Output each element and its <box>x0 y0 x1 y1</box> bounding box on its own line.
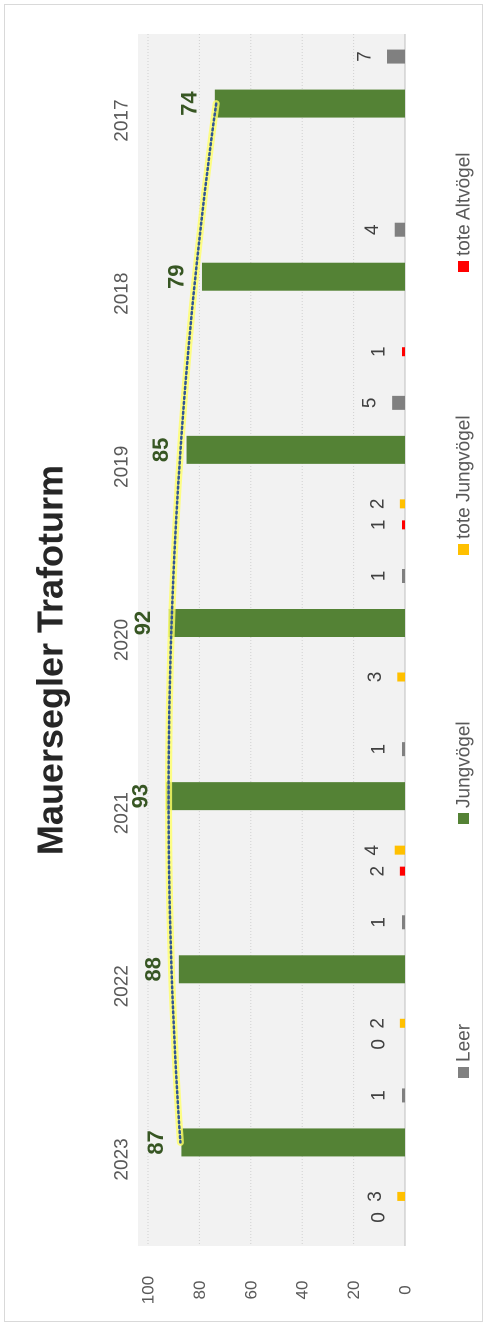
bar <box>402 569 405 583</box>
category-label: 2023 <box>112 1138 133 1180</box>
legend: Leer Jungvögel tote Jungvögel tote Altvögel <box>454 152 475 1078</box>
y-tick-label: 40 <box>293 1281 312 1300</box>
bar <box>399 866 405 876</box>
y-tick-label: 20 <box>344 1281 363 1300</box>
data-label: 4 <box>362 224 383 235</box>
bar <box>165 782 405 811</box>
chart-title: Mauersegler Trafoturm <box>30 465 71 855</box>
trendline <box>167 102 218 1144</box>
data-label: 5 <box>360 398 381 409</box>
data-label: 4 <box>362 844 383 855</box>
chart-frame <box>4 4 483 1322</box>
data-label: 3 <box>365 1191 386 1202</box>
data-label: 7 <box>355 51 376 62</box>
data-label: 92 <box>130 611 155 635</box>
y-tick-label: 60 <box>241 1281 260 1300</box>
bar <box>392 395 405 410</box>
bar <box>387 49 405 64</box>
data-label: 85 <box>148 438 173 462</box>
data-label: 1 <box>369 1090 390 1101</box>
bar <box>397 672 405 682</box>
bar <box>168 609 405 637</box>
bar <box>399 499 405 509</box>
bar <box>181 1128 405 1157</box>
y-axis-tick-labels: 0 20 40 60 80 100 <box>139 1276 415 1304</box>
category-label: 2021 <box>112 792 133 834</box>
legend-swatch <box>458 544 469 555</box>
data-label: 1 <box>369 520 390 531</box>
data-label: 2 <box>367 499 388 510</box>
data-label: 74 <box>176 91 201 116</box>
bar <box>186 435 405 464</box>
legend-swatch <box>458 1067 469 1078</box>
series-tote-jungv-gel: 2 3 4 2 3 <box>362 499 405 1202</box>
y-tick-label: 100 <box>139 1276 158 1304</box>
bar <box>402 742 405 757</box>
bar <box>214 89 405 118</box>
legend-label: tote Altvögel <box>454 152 475 256</box>
data-label: 1 <box>369 744 390 755</box>
category-label: 2018 <box>112 273 133 315</box>
legend-label: Leer <box>454 1023 475 1062</box>
series-jungv-gel: 74 79 85 92 93 88 87 <box>127 89 405 1157</box>
data-label: 79 <box>163 264 188 288</box>
bar <box>402 520 405 530</box>
data-label: 93 <box>127 784 152 808</box>
data-label: 88 <box>140 957 165 981</box>
bar <box>397 1191 405 1201</box>
y-tick-label: 80 <box>190 1281 209 1300</box>
data-label: 3 <box>365 672 386 683</box>
plot-area <box>138 34 405 1246</box>
legend-swatch <box>458 813 469 824</box>
y-tick-label: 0 <box>396 1285 415 1294</box>
series-leer: 7 4 5 1 1 1 1 <box>355 49 405 1103</box>
bar <box>178 955 405 984</box>
category-label: 2017 <box>112 99 133 141</box>
bar <box>402 347 405 357</box>
category-label: 2022 <box>112 965 133 1007</box>
bar <box>201 262 405 291</box>
data-label: 0 <box>369 1039 390 1050</box>
data-label: 1 <box>369 571 390 582</box>
category-labels: 2017 2018 2019 2020 2021 2022 2023 <box>112 99 133 1180</box>
bar <box>402 915 405 930</box>
bar <box>399 1018 405 1028</box>
category-label: 2020 <box>112 619 133 661</box>
bar <box>394 845 405 855</box>
data-label: 2 <box>367 866 388 877</box>
data-label: 87 <box>143 1130 168 1154</box>
bar <box>394 222 405 237</box>
category-label: 2019 <box>112 446 133 488</box>
legend-swatch <box>458 261 469 272</box>
data-label: 0 <box>369 1212 390 1223</box>
data-label: 1 <box>369 346 390 357</box>
data-label: 1 <box>369 917 390 928</box>
series-tote-altv-gel: 1 1 2 0 0 <box>367 346 405 1223</box>
legend-label: tote Jungvögel <box>454 415 475 539</box>
legend-label: Jungvögel <box>454 721 475 808</box>
data-label: 2 <box>367 1018 388 1029</box>
bar <box>402 1088 405 1103</box>
